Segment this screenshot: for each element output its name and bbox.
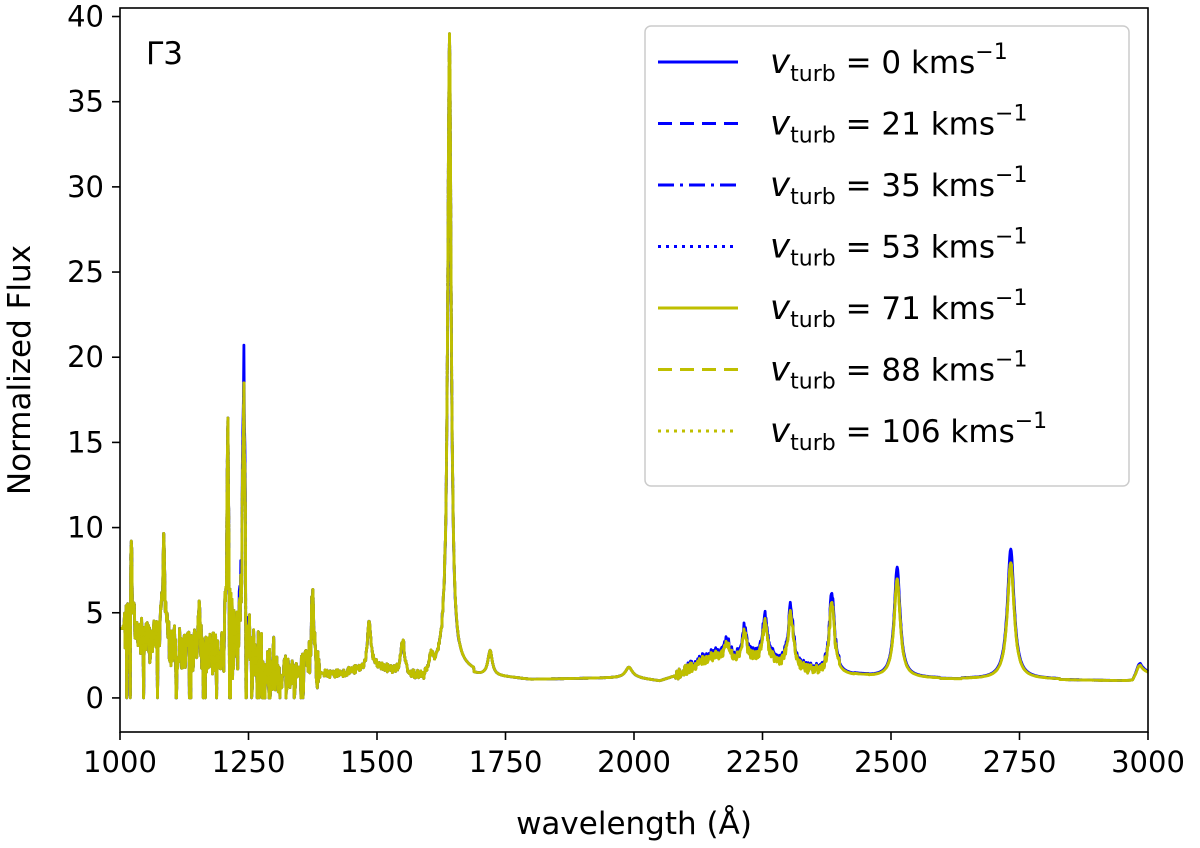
legend-label-subscript: turb xyxy=(790,247,836,272)
legend-label-superscript: −1 xyxy=(975,40,1007,65)
legend-entry: vturb = 35 kms−1 xyxy=(658,163,1027,210)
legend-label-value: = 71 kms xyxy=(836,291,995,327)
y-tick-label: 5 xyxy=(86,596,104,630)
legend-label-subscript: turb xyxy=(790,124,836,149)
legend-label-subscript: turb xyxy=(790,185,836,210)
legend-label-superscript: −1 xyxy=(995,163,1027,188)
y-tick-label: 25 xyxy=(67,255,104,289)
plot-area: Γ3 xyxy=(119,7,1149,733)
y-tick-label: 35 xyxy=(67,85,104,119)
legend-label: vturb = 0 kms−1 xyxy=(770,40,1008,87)
legend-label: vturb = 88 kms−1 xyxy=(770,348,1027,395)
y-axis-ticks: 0 5 10 15 20 25 30 35 40 xyxy=(67,0,120,715)
y-tick-label: 10 xyxy=(67,511,104,545)
legend-label: vturb = 106 kms−1 xyxy=(770,409,1047,456)
legend-label-superscript: −1 xyxy=(995,286,1027,311)
legend-label: vturb = 35 kms−1 xyxy=(770,163,1027,210)
x-tick-label: 1000 xyxy=(83,745,157,779)
legend-label-value: = 106 kms xyxy=(836,414,1015,450)
legend-label-superscript: −1 xyxy=(995,225,1027,250)
legend-label-superscript: −1 xyxy=(995,102,1027,127)
y-tick-label: 0 xyxy=(86,681,104,715)
legend-label-value: = 88 kms xyxy=(836,353,995,389)
legend-label-symbol: v xyxy=(770,104,791,144)
y-tick-label: 30 xyxy=(67,170,104,204)
series-line xyxy=(119,32,1149,700)
legend-label-superscript: −1 xyxy=(995,348,1027,373)
legend-entry: vturb = 71 kms−1 xyxy=(658,286,1027,333)
x-tick-label: 2000 xyxy=(597,745,671,779)
y-tick-label: 40 xyxy=(67,0,104,34)
x-tick-label: 2750 xyxy=(983,745,1057,779)
legend-label-symbol: v xyxy=(770,165,791,205)
x-tick-label: 1250 xyxy=(212,745,286,779)
legend-box xyxy=(644,25,1130,487)
legend-entry: vturb = 0 kms−1 xyxy=(658,40,1008,87)
legend-entry: vturb = 88 kms−1 xyxy=(658,348,1027,395)
legend-label-symbol: v xyxy=(770,411,791,451)
legend-label-value: = 21 kms xyxy=(836,107,995,143)
x-tick-label: 1750 xyxy=(469,745,543,779)
x-tick-label: 2250 xyxy=(726,745,800,779)
legend-label-subscript: turb xyxy=(790,370,836,395)
x-axis-ticks: 1000 1250 1500 1750 2000 2250 2500 2750 3000 xyxy=(83,732,1185,779)
legend-label-value: = 0 kms xyxy=(836,45,976,81)
legend-entry: vturb = 21 kms−1 xyxy=(658,102,1027,149)
legend-label-symbol: v xyxy=(770,288,791,328)
series-layer xyxy=(119,32,1149,700)
legend-label-symbol: v xyxy=(770,350,791,390)
legend-label-value: = 35 kms xyxy=(836,168,995,204)
legend-label-symbol: v xyxy=(770,42,791,82)
legend-label: vturb = 71 kms−1 xyxy=(770,286,1027,333)
legend-entry: vturb = 53 kms−1 xyxy=(658,225,1027,272)
legend-label-symbol: v xyxy=(770,227,791,267)
legend-label-value: = 53 kms xyxy=(836,230,995,266)
x-tick-label: 2500 xyxy=(854,745,928,779)
y-tick-label: 20 xyxy=(67,340,104,374)
x-tick-label: 1500 xyxy=(340,745,414,779)
legend-label-subscript: turb xyxy=(790,308,836,333)
x-tick-label: 3000 xyxy=(1111,745,1185,779)
legend-entry: vturb = 106 kms−1 xyxy=(658,409,1047,456)
panel-annotation: Γ3 xyxy=(146,36,183,72)
legend-label-superscript: −1 xyxy=(1015,409,1047,434)
legend-label-subscript: turb xyxy=(790,431,836,456)
legend-label-subscript: turb xyxy=(790,62,836,87)
legend-label: vturb = 21 kms−1 xyxy=(770,102,1027,149)
legend-label: vturb = 53 kms−1 xyxy=(770,225,1027,272)
x-axis-label: wavelength (Å) xyxy=(516,806,752,842)
y-tick-label: 15 xyxy=(67,425,104,459)
y-axis-label: Normalized Flux xyxy=(2,245,38,495)
